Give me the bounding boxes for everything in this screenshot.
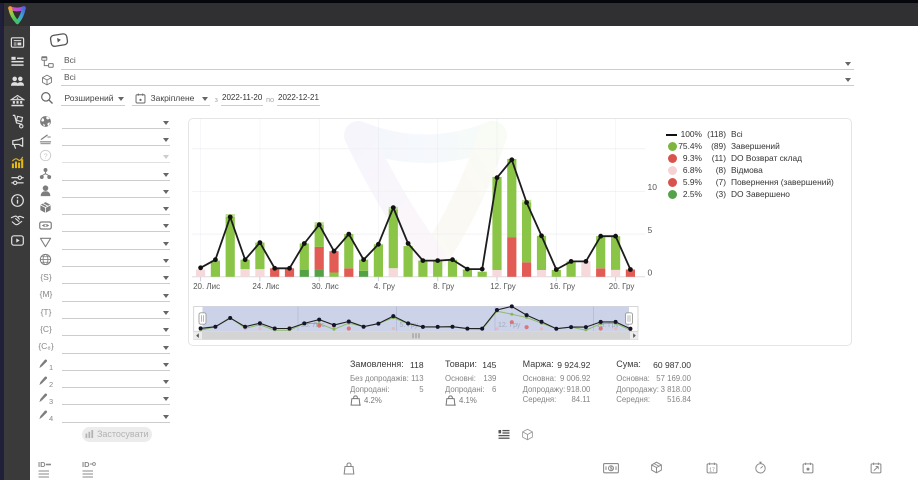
svg-text:30. Лис: 30. Лис: [312, 282, 339, 291]
svg-text:ID: ID: [38, 460, 46, 469]
svg-text:x: x: [454, 403, 456, 406]
svg-text:4. Гру: 4. Гру: [374, 282, 395, 291]
svg-text:12. Гру: 12. Гру: [490, 282, 516, 291]
svg-text:$: $: [610, 466, 613, 472]
svg-text:x: x: [359, 403, 361, 406]
svg-text:5. Гру: 5. Гру: [400, 322, 419, 329]
svg-text:?: ?: [43, 152, 47, 161]
svg-text:28. Лис: 28. Лис: [301, 322, 325, 329]
svg-text:5: 5: [648, 225, 653, 235]
svg-text:19. Гру: 19. Гру: [597, 322, 620, 329]
svg-text:ID: ID: [82, 460, 90, 469]
svg-text:24. Лис: 24. Лис: [252, 282, 279, 291]
svg-text:8. Гру: 8. Гру: [433, 282, 454, 291]
svg-text:20. Гру: 20. Гру: [609, 282, 635, 291]
svg-text:17: 17: [709, 467, 715, 473]
svg-text:16. Гру: 16. Гру: [550, 282, 576, 291]
svg-text:10: 10: [648, 182, 658, 192]
svg-text:0: 0: [648, 268, 653, 278]
svg-text:12. Гру: 12. Гру: [498, 322, 521, 329]
svg-text:20. Лис: 20. Лис: [193, 282, 220, 291]
